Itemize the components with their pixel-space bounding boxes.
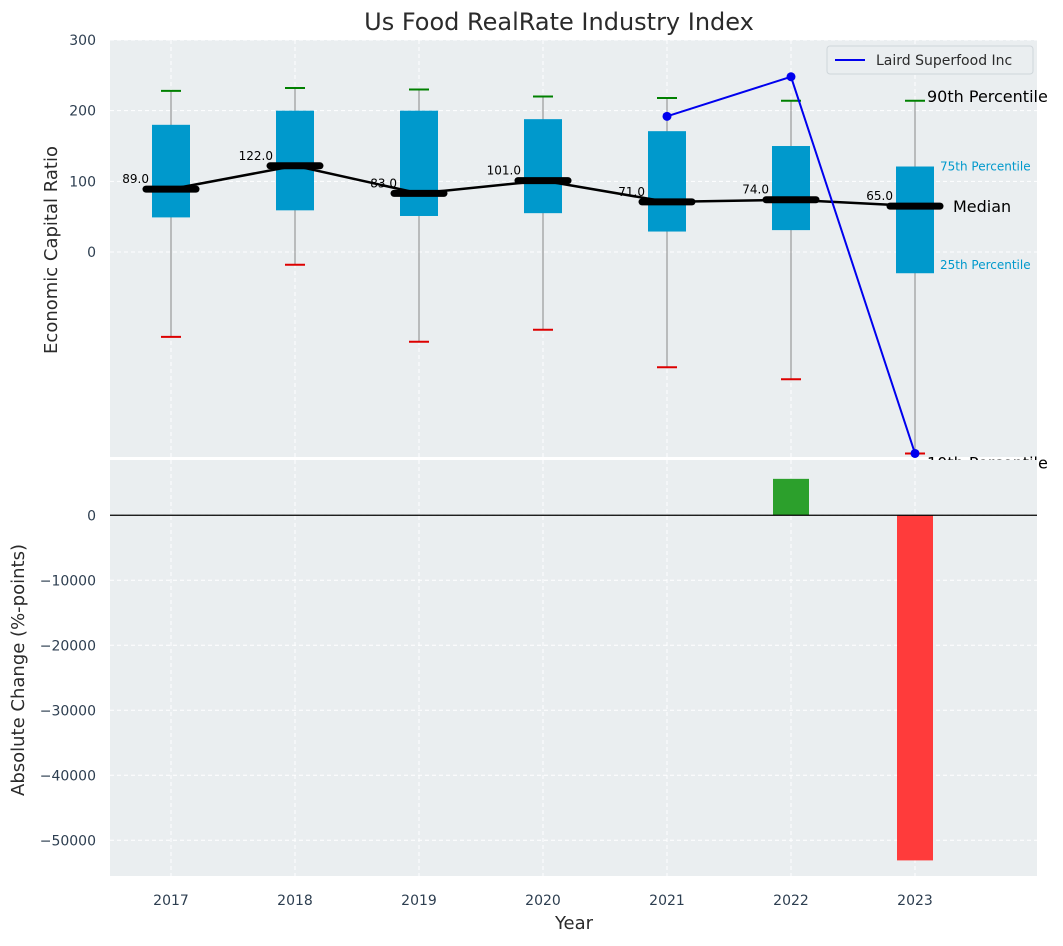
- bottom-y-tick-label: −50000: [40, 833, 96, 849]
- top-y-axis-label: Economic Capital Ratio: [41, 146, 62, 354]
- annotation-75th: 75th Percentile: [940, 160, 1031, 174]
- company-series-point: [910, 448, 920, 458]
- bottom-y-tick-label: 0: [87, 508, 96, 524]
- legend-label: Laird Superfood Inc: [876, 53, 1012, 69]
- bottom-y-tick-label: −30000: [40, 703, 96, 719]
- median-value-label: 89.0: [122, 172, 149, 186]
- median-value-label: 71.0: [618, 185, 645, 199]
- company-series-point: [662, 111, 672, 121]
- box-iqr: [152, 124, 190, 218]
- change-bar: [773, 478, 809, 516]
- top-panel: 0 100 200 300 89.0 122.0 83.0 101.0 71.0 74.0 65.0…: [69, 33, 1048, 472]
- median-value-label: 65.0: [866, 189, 893, 203]
- median-value-label: 83.0: [370, 176, 397, 190]
- change-bar: [897, 515, 933, 861]
- x-tick-label: 2023: [897, 893, 933, 909]
- annotation-median: Median: [953, 197, 1011, 216]
- company-series-point: [786, 72, 796, 82]
- top-y-tick-label: 0: [87, 245, 96, 261]
- bottom-plot-area: [110, 460, 1037, 876]
- box-iqr: [400, 110, 438, 216]
- legend: Laird Superfood Inc: [826, 45, 1034, 75]
- x-tick-label: 2022: [773, 893, 809, 909]
- top-plot-area: [110, 40, 1037, 457]
- median-value-label: 74.0: [742, 183, 769, 197]
- box-iqr: [772, 146, 810, 231]
- x-axis-label: Year: [554, 913, 594, 934]
- median-value-label: 101.0: [487, 164, 521, 178]
- chart-title: Us Food RealRate Industry Index: [364, 8, 754, 36]
- x-tick-label: 2018: [277, 893, 313, 909]
- x-tick-label: 2020: [525, 893, 561, 909]
- top-y-tick-label: 200: [69, 104, 96, 120]
- median-value-label: 122.0: [239, 149, 273, 163]
- box-iqr: [524, 119, 562, 214]
- bottom-y-tick-label: −40000: [40, 768, 96, 784]
- box-iqr: [276, 110, 314, 211]
- legend-box: [826, 45, 1034, 75]
- top-y-tick-label: 300: [69, 33, 96, 49]
- annotation-25th: 25th Percentile: [940, 258, 1031, 272]
- x-tick-label: 2021: [649, 893, 685, 909]
- x-tick-label: 2019: [401, 893, 437, 909]
- annotation-90th: 90th Percentile: [927, 87, 1048, 106]
- x-tick-label: 2017: [153, 893, 189, 909]
- bottom-panel: 0 −10000 −20000 −30000 −40000 −50000 2017 2018 2…: [40, 460, 1037, 909]
- bottom-y-tick-label: −20000: [40, 638, 96, 654]
- bottom-y-tick-label: −10000: [40, 573, 96, 589]
- box-iqr: [896, 166, 934, 274]
- bottom-y-axis-label: Absolute Change (%-points): [8, 544, 29, 796]
- box-iqr: [648, 131, 686, 232]
- top-y-tick-label: 100: [69, 174, 96, 190]
